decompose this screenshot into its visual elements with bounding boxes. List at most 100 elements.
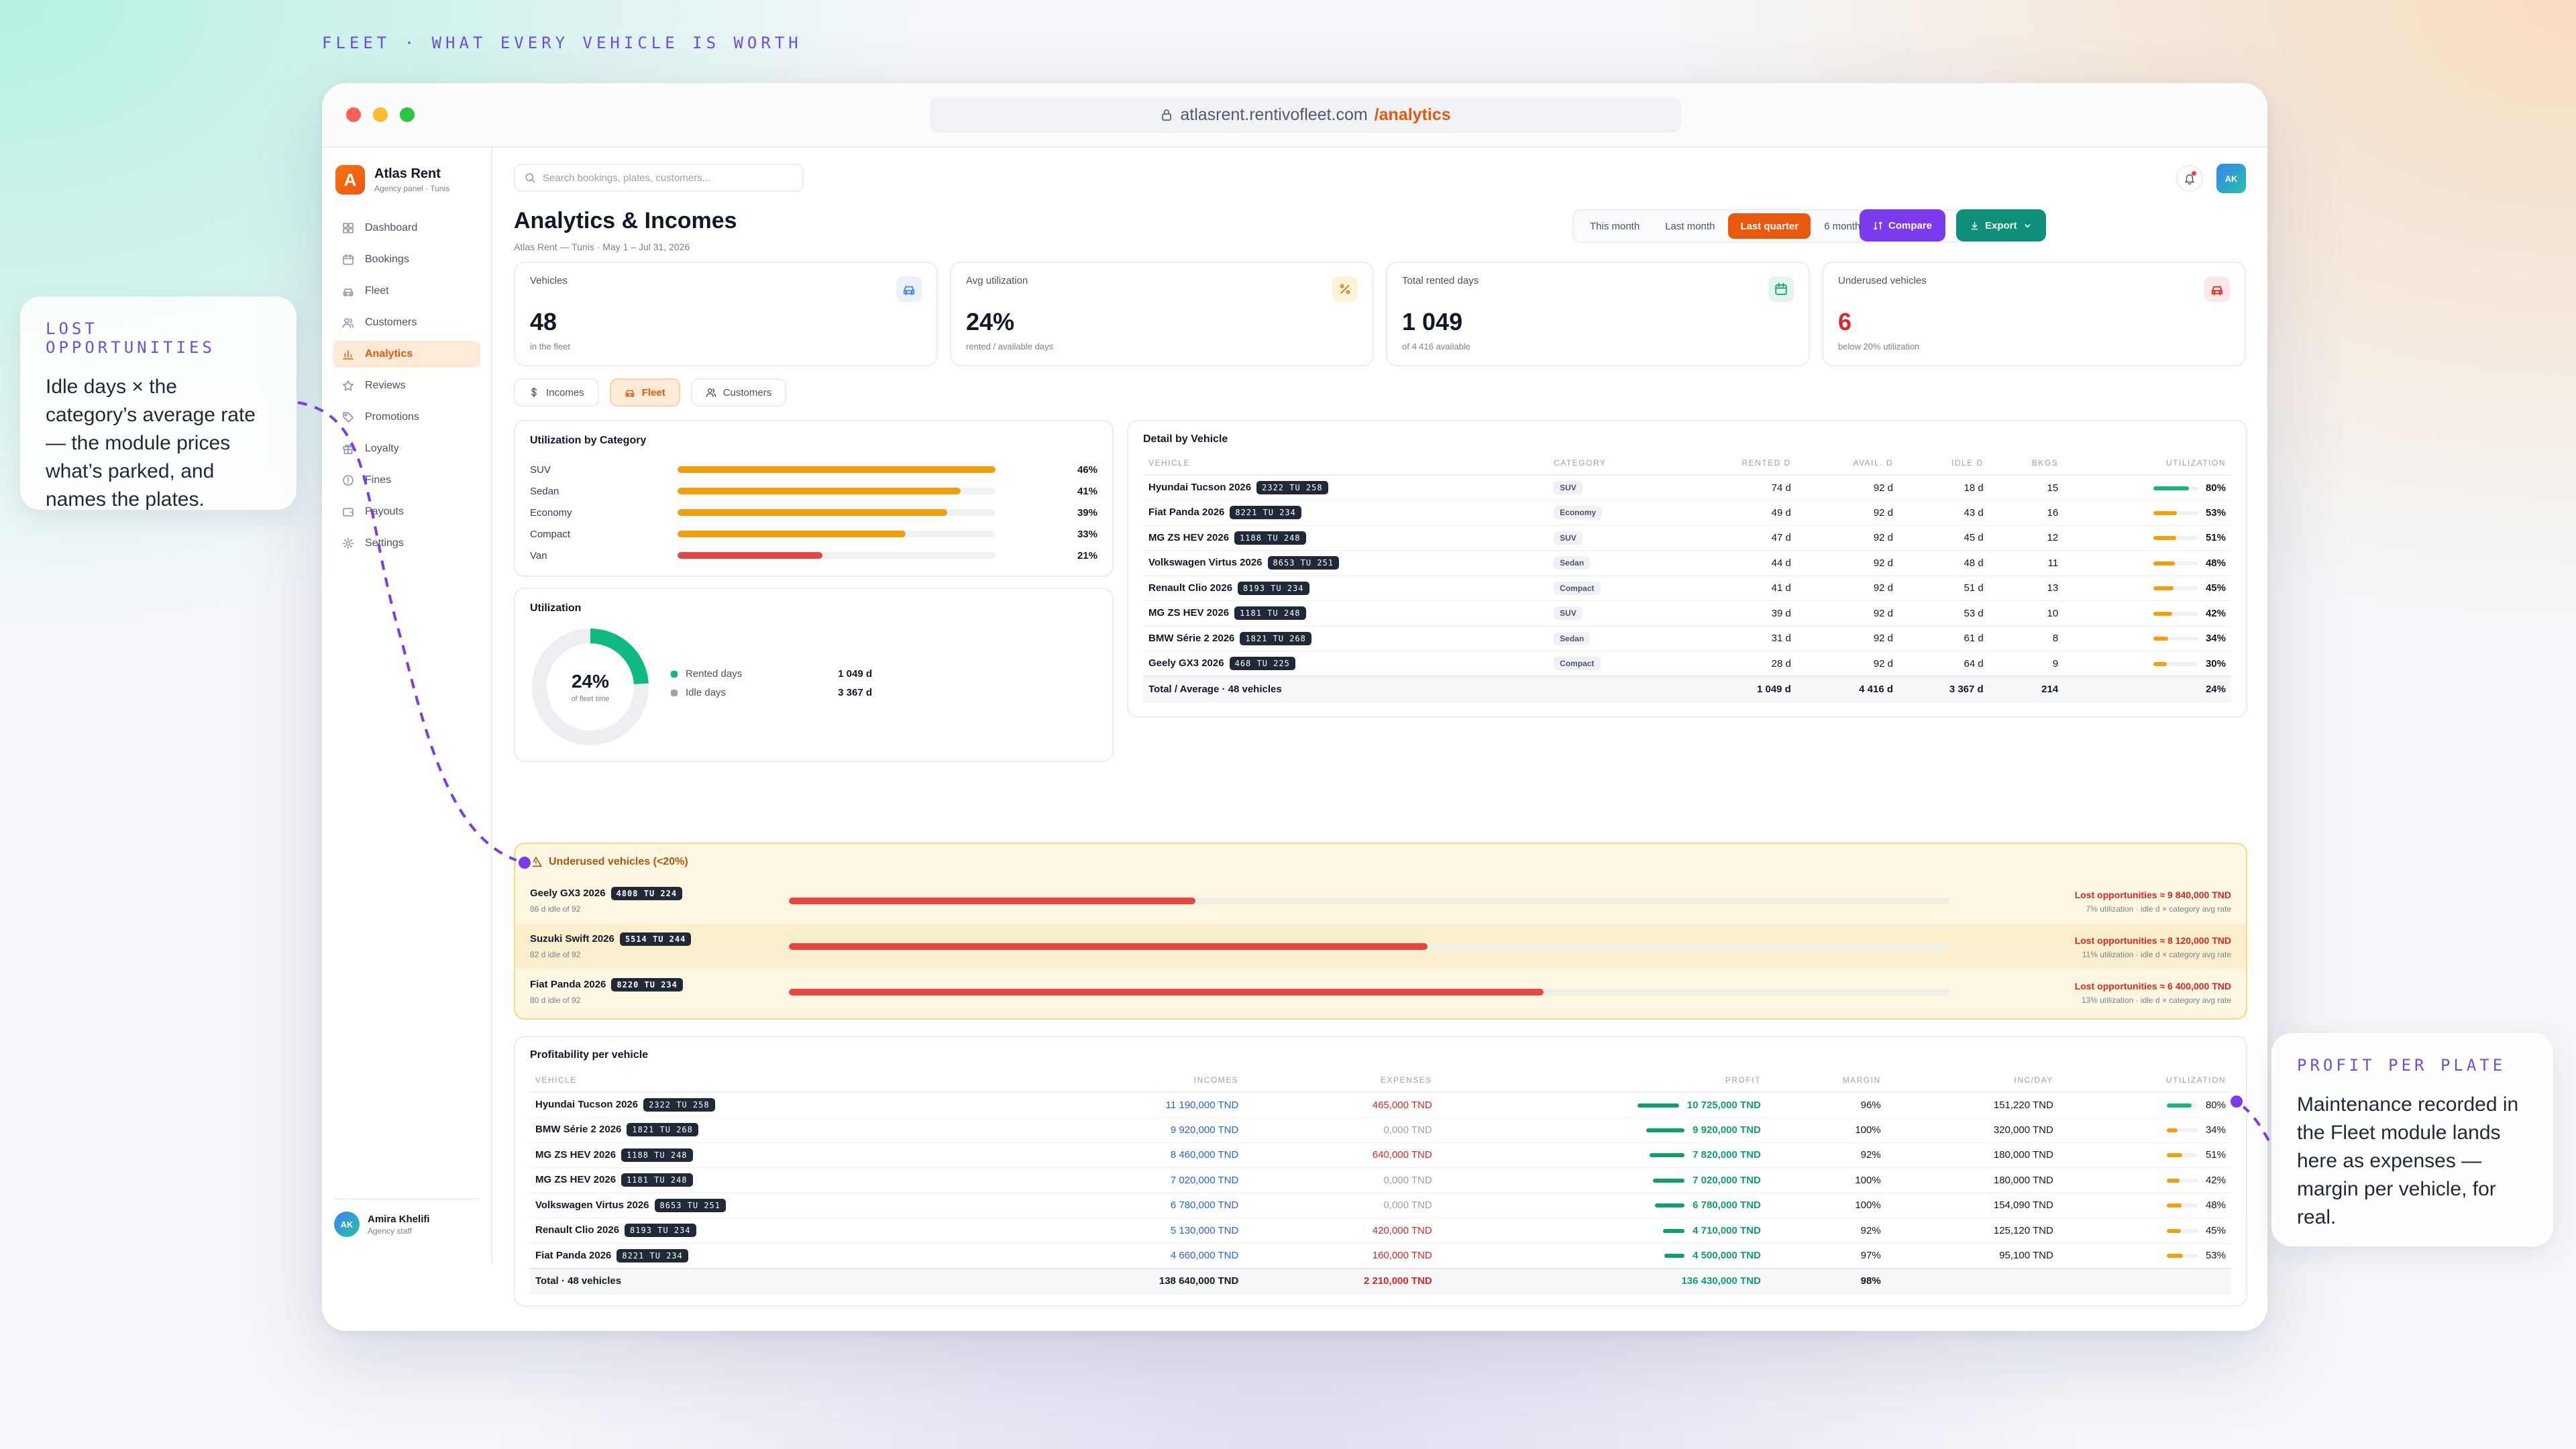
sidebar-nav: Dashboard Bookings Fleet Customers Analytics… (333, 215, 480, 557)
table-row[interactable]: Fiat Panda 2026 8221 TU 234 Economy 49 d 92 … (1143, 500, 2231, 526)
tab-incomes[interactable]: Incomes (514, 378, 599, 407)
kpi-label: Total rented days (1402, 275, 1479, 286)
category-pill: Sedan (1554, 556, 1591, 570)
sidebar-item-loyalty[interactable]: Loyalty (333, 435, 480, 462)
column-header[interactable]: RENTED D (1675, 451, 1796, 476)
column-header[interactable]: INCOMES (1022, 1068, 1244, 1093)
utilization-value: 80% (2205, 1099, 2226, 1111)
vehicle-cell: Hyundai Tucson 2026 2322 TU 258 (1143, 475, 1549, 500)
profit-value: 10 725,000 TND (1686, 1099, 1761, 1111)
period-6-months[interactable]: 6 months (1824, 220, 1866, 232)
sidebar-item-analytics[interactable]: Analytics (333, 341, 480, 368)
url-path: /analytics (1374, 105, 1451, 124)
brand[interactable]: A Atlas Rent Agency panel · Tunis (333, 165, 480, 195)
column-header[interactable]: PROFIT (1437, 1068, 1766, 1093)
table-row[interactable]: BMW Série 2 2026 1821 TU 268 Sedan 31 d 92 d… (1143, 626, 2231, 651)
tab-fleet[interactable]: Fleet (609, 378, 680, 407)
column-header[interactable]: UTILIZATION (2058, 1068, 2231, 1093)
table-row[interactable]: BMW Série 2 2026 1821 TU 268 9 920,000 TND… (530, 1117, 2231, 1143)
table-row[interactable]: Hyundai Tucson 2026 2322 TU 258 11 190,000… (530, 1092, 2231, 1118)
utilization-bar-fill (2153, 637, 2169, 641)
vehicle-name: Geely GX3 2026 (1148, 657, 1224, 669)
column-header[interactable]: UTILIZATION (2063, 451, 2231, 476)
maximize-window-button[interactable] (400, 107, 415, 122)
column-header[interactable]: VEHICLE (530, 1068, 1023, 1093)
column-header[interactable]: EXPENSES (1244, 1068, 1438, 1093)
sidebar-item-customers[interactable]: Customers (333, 309, 480, 336)
utilization-bar (2153, 637, 2198, 641)
profit-value: 9 920,000 TND (1693, 1124, 1761, 1136)
close-window-button[interactable] (346, 107, 361, 122)
table-row[interactable]: MG ZS HEV 2026 1188 TU 248 8 460,000 TND 64… (530, 1142, 2231, 1168)
table-row[interactable]: MG ZS HEV 2026 1188 TU 248 SUV 47 d 92 d 45 d… (1143, 525, 2231, 551)
utilization-bar-fill (2166, 1178, 2180, 1183)
sidebar-item-fines[interactable]: Fines (333, 467, 480, 494)
sidebar-item-promotions[interactable]: Promotions (333, 404, 480, 431)
plate-badge: 8653 TU 251 (654, 1198, 727, 1212)
sidebar-item-label: Analytics (365, 348, 413, 360)
total-category (1548, 676, 1676, 702)
column-header[interactable]: MARGIN (1766, 1068, 1886, 1093)
donut-legend-item: Rented days 1 049 d (671, 668, 872, 680)
export-button[interactable]: Export (1956, 209, 2046, 241)
search-input[interactable]: Search bookings, plates, customers... (514, 164, 804, 192)
sidebar-item-bookings[interactable]: Bookings (333, 246, 480, 273)
tab-customers[interactable]: Customers (690, 378, 787, 407)
utilization-by-category-card: Utilization by Category SUV 46% Sedan 41% Ec… (514, 420, 1114, 577)
column-header[interactable]: INC/DAY (1886, 1068, 2059, 1093)
table-row[interactable]: Volkswagen Virtus 2026 8653 TU 251 Sedan 44… (1143, 550, 2231, 576)
utilization-cell: 42% (2058, 1167, 2231, 1193)
utilization-value: 53% (2205, 1250, 2226, 1261)
sidebar-item-settings[interactable]: Settings (333, 530, 480, 557)
table-row[interactable]: MG ZS HEV 2026 1181 TU 248 7 020,000 TND 0,… (530, 1167, 2231, 1193)
vehicle-name: Suzuki Swift 2026 (530, 932, 614, 945)
sidebar-item-payouts[interactable]: Payouts (333, 498, 480, 525)
column-header[interactable]: VEHICLE (1143, 451, 1549, 476)
header-avatar[interactable]: AK (2216, 164, 2246, 193)
column-header[interactable]: CATEGORY (1548, 451, 1676, 476)
underused-row[interactable]: Geely GX3 2026 4808 TU 224 86 d idle of 92… (515, 879, 2246, 923)
user-profile[interactable]: AK Amira Khelifi Agency staff (334, 1198, 479, 1237)
utilization-value: 34% (2205, 633, 2226, 645)
utilization-bar-fill (2153, 661, 2167, 666)
column-header[interactable]: IDLE D (1898, 451, 1989, 476)
period-last-quarter[interactable]: Last quarter (1728, 213, 1811, 239)
category-bar-track (678, 552, 996, 559)
minimize-window-button[interactable] (373, 107, 388, 122)
table-row[interactable]: Hyundai Tucson 2026 2322 TU 258 SUV 74 d 92 … (1143, 475, 2231, 500)
underused-row[interactable]: Fiat Panda 2026 8220 TU 234 80 d idle of 9… (515, 970, 2246, 1014)
period-last-month[interactable]: Last month (1665, 220, 1715, 232)
utilization-bar (2153, 536, 2198, 541)
sidebar-item-label: Settings (365, 537, 404, 549)
table-row[interactable]: Renault Clio 2026 8193 TU 234 5 130,000 TN… (530, 1218, 2231, 1244)
alert-icon (343, 475, 354, 486)
sidebar-item-dashboard[interactable]: Dashboard (333, 215, 480, 241)
profitability-card: Profitability per vehicle VEHICLE INCOMES… (514, 1036, 2247, 1307)
notifications-button[interactable] (2176, 165, 2203, 192)
car-icon (343, 288, 354, 297)
table-row[interactable]: Volkswagen Virtus 2026 8653 TU 251 6 780,0… (530, 1193, 2231, 1218)
table-row[interactable]: Fiat Panda 2026 8221 TU 234 4 660,000 TND 1… (530, 1243, 2231, 1269)
lost-note: 11% utilization · idle d × category avg … (2082, 950, 2231, 959)
category-bar-track (678, 466, 996, 473)
kpi-sub: of 4 416 available (1402, 341, 1470, 352)
utilization-cell: 34% (2063, 626, 2231, 651)
bkgs-cell: 12 (1988, 525, 2064, 551)
address-bar[interactable]: atlasrent.rentivofleet.com /analytics (930, 97, 1681, 133)
incday-cell: 125,120 TND (1886, 1218, 2059, 1244)
underused-row[interactable]: Suzuki Swift 2026 5514 TU 244 82 d idle of… (515, 924, 2246, 969)
compare-button[interactable]: Compare (1860, 209, 1946, 241)
utilization-bar (2166, 1153, 2198, 1158)
column-header[interactable]: AVAIL. D (1796, 451, 1899, 476)
period-this-month[interactable]: This month (1590, 220, 1640, 232)
sidebar-item-reviews[interactable]: Reviews (333, 372, 480, 399)
utilization-bar-fill (2153, 586, 2174, 591)
kpi-card: Vehicles 48 in the fleet (514, 262, 938, 366)
table-row[interactable]: MG ZS HEV 2026 1181 TU 248 SUV 39 d 92 d 53 d… (1143, 600, 2231, 627)
utilization-bar-fill (2166, 1153, 2183, 1158)
vehicle-name: Fiat Panda 2026 (1148, 506, 1225, 519)
sidebar-item-fleet[interactable]: Fleet (333, 278, 480, 305)
column-header[interactable]: BKGS (1988, 451, 2064, 476)
